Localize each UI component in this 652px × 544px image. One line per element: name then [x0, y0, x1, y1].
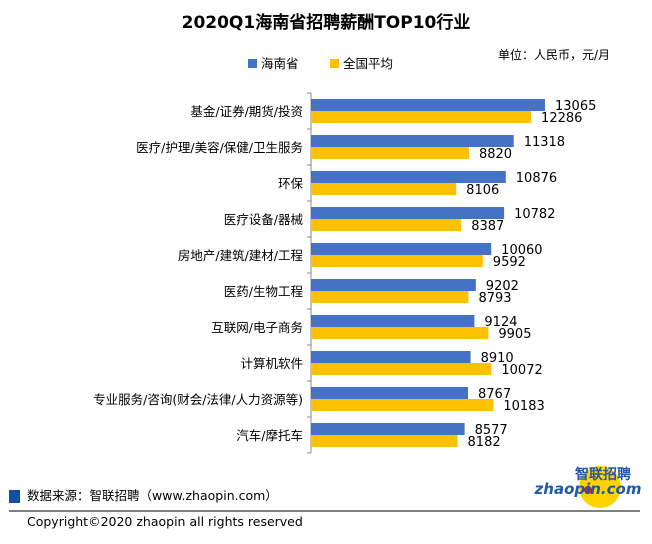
data-label: 12286 — [541, 111, 582, 126]
data-label: 9592 — [493, 255, 526, 270]
bar-hainan — [311, 387, 469, 399]
bar-national — [311, 147, 469, 159]
bar-hainan — [311, 99, 545, 111]
bar-national — [311, 435, 458, 447]
category-label: 基金/证券/期货/投资 — [190, 104, 303, 119]
category-label: 汽车/摩托车 — [236, 428, 303, 443]
svg-text:zhaopin.com: zhaopin.com — [534, 480, 642, 498]
data-label: 10060 — [501, 243, 542, 258]
source-text: 数据来源：智联招聘（www.zhaopin.com） — [27, 488, 278, 503]
bar-hainan — [311, 351, 471, 363]
data-label: 8767 — [478, 387, 511, 402]
category-label: 医药/生物工程 — [224, 284, 304, 299]
data-label: 8182 — [468, 435, 501, 450]
bar-hainan — [311, 171, 506, 183]
data-label: 9202 — [486, 279, 519, 294]
bar-hainan — [311, 243, 492, 255]
bar-hainan — [311, 207, 505, 219]
data-label: 8820 — [479, 147, 512, 162]
legend: 海南省 全国平均 — [248, 56, 393, 71]
data-label: 10072 — [501, 363, 542, 378]
source-marker — [9, 490, 20, 503]
bar-hainan — [311, 135, 514, 147]
category-label: 计算机软件 — [240, 356, 303, 371]
bar-national — [311, 291, 469, 303]
category-label: 医疗/护理/美容/保健/卫生服务 — [136, 140, 303, 155]
bar-hainan — [311, 315, 475, 327]
bar-national — [311, 255, 483, 267]
category-label: 医疗设备/器械 — [224, 212, 304, 227]
bar-hainan — [311, 279, 476, 291]
bar-national — [311, 327, 489, 339]
legend-label-1: 全国平均 — [343, 56, 393, 71]
data-label: 9905 — [498, 327, 531, 342]
unit-note: 单位：人民币，元/月 — [498, 47, 610, 62]
category-label: 房地产/建筑/建材/工程 — [178, 248, 304, 263]
data-label: 13065 — [555, 99, 596, 114]
data-label: 10876 — [516, 171, 557, 186]
data-label: 11318 — [524, 135, 565, 150]
bar-national — [311, 183, 457, 195]
category-label: 环保 — [278, 176, 304, 191]
data-label: 10782 — [514, 207, 555, 222]
bar-national — [311, 399, 494, 411]
data-label: 8793 — [478, 291, 511, 306]
data-label: 8577 — [475, 423, 508, 438]
legend-swatch-1 — [330, 59, 339, 68]
category-label: 互联网/电子商务 — [211, 320, 303, 335]
data-label: 8106 — [466, 183, 499, 198]
svg-text:智联招聘: 智联招聘 — [574, 466, 631, 483]
data-label: 10183 — [503, 399, 544, 414]
bar-national — [311, 219, 462, 231]
legend-swatch-0 — [248, 59, 257, 68]
bar-national — [311, 111, 532, 123]
data-label: 9124 — [484, 315, 517, 330]
bar-hainan — [311, 423, 465, 435]
legend-label-0: 海南省 — [261, 56, 299, 71]
data-label: 8387 — [471, 219, 504, 234]
bar-national — [311, 363, 492, 375]
zhaopin-logo: 智联招聘 zhaopin.com — [534, 466, 642, 508]
chart-title: 2020Q1海南省招聘薪酬TOP10行业 — [182, 12, 471, 33]
category-label: 专业服务/咨询(财会/法律/人力资源等) — [93, 392, 303, 407]
data-label: 8910 — [481, 351, 514, 366]
copyright-text: Copyright©2020 zhaopin all rights reserv… — [27, 514, 303, 529]
